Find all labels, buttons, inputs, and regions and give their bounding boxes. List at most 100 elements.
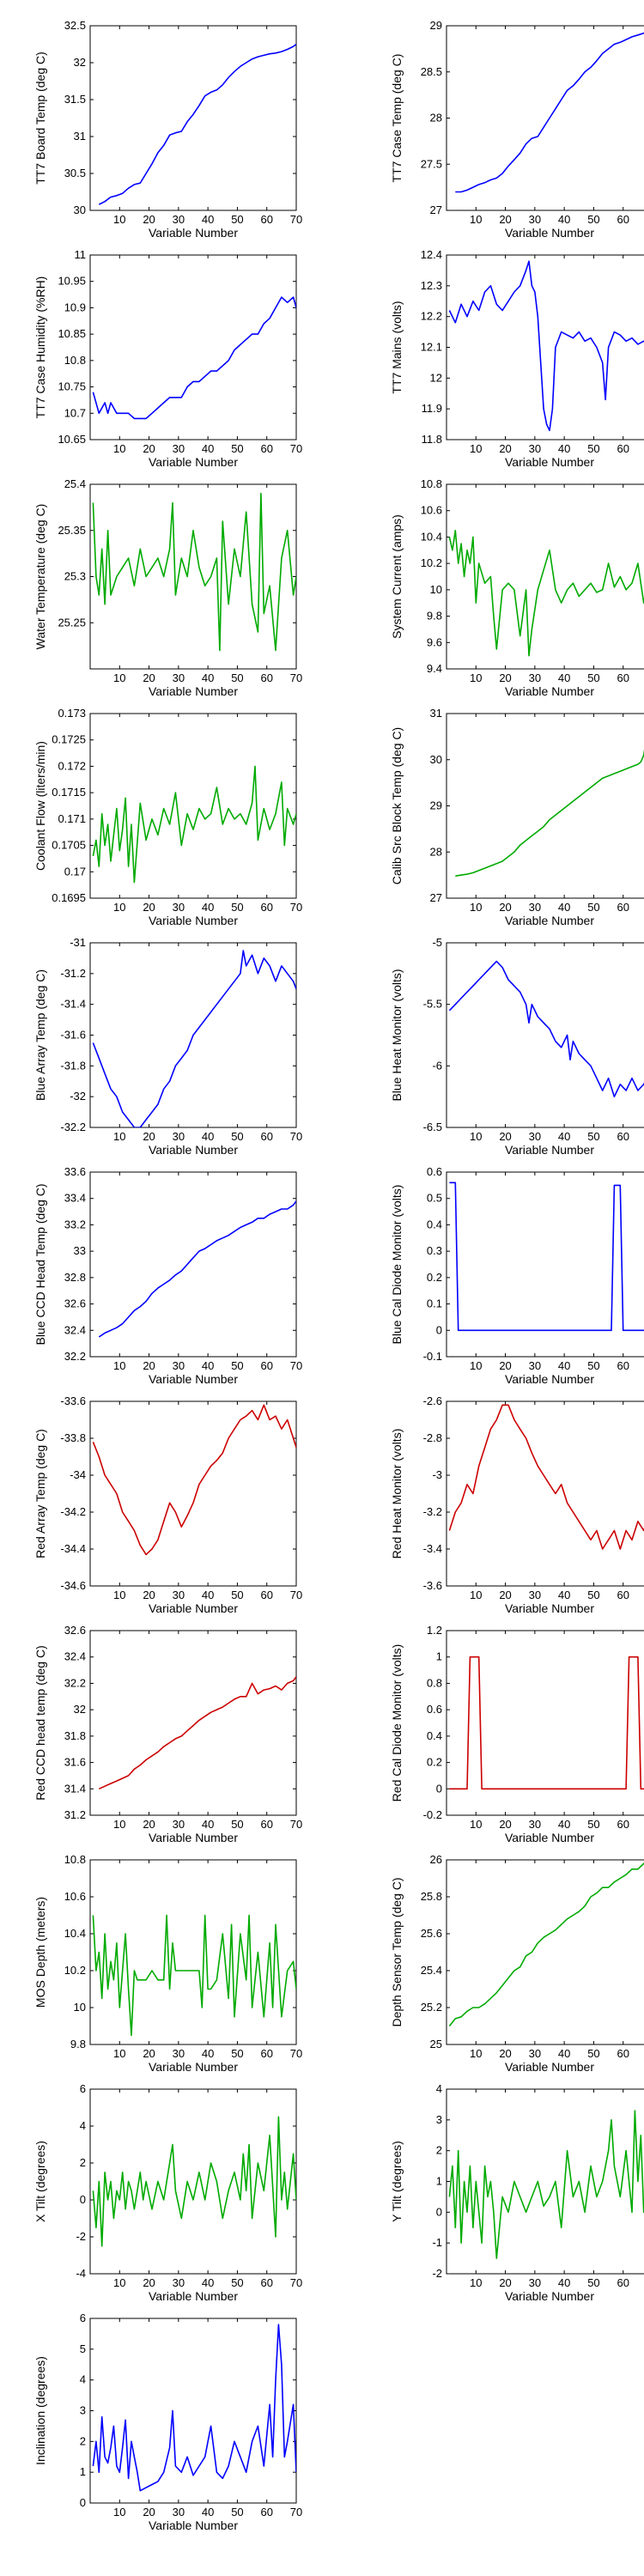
x-tick-label: 20 <box>499 1589 511 1601</box>
x-axis-label: Variable Number <box>505 914 594 927</box>
x-axis-label: Variable Number <box>505 1831 594 1844</box>
x-tick-label: 10 <box>470 901 482 914</box>
y-tick-label: -0.1 <box>423 1350 442 1363</box>
x-tick-label: 50 <box>587 2047 599 2060</box>
y-tick-label: -0.2 <box>423 1808 442 1821</box>
y-tick-label: -31 <box>70 936 86 949</box>
x-tick-label: 60 <box>617 2276 629 2289</box>
x-tick-label: 50 <box>587 1359 599 1372</box>
y-tick-label: -33.6 <box>60 1394 86 1407</box>
y-tick-label: -33.8 <box>60 1431 86 1444</box>
x-tick-label: 30 <box>173 2047 185 2060</box>
series-line <box>92 765 296 884</box>
x-tick-label: 10 <box>470 1359 482 1372</box>
y-tick-label: 25 <box>430 2038 442 2050</box>
y-tick-label: -34.2 <box>60 1505 86 1518</box>
y-tick-label: 3 <box>80 2404 86 2417</box>
x-tick-label: 50 <box>231 213 243 226</box>
y-tick-label: 10.2 <box>64 1964 86 1977</box>
x-tick-label: 40 <box>558 901 570 914</box>
y-axis-label: TT7 Case Humidity (%RH) <box>33 276 47 419</box>
chart-13: 10 20 30 40 50 60 70 -34.6 -34.4 -34.2 -34 -33.8 -33… <box>33 1394 302 1615</box>
x-axis-label: Variable Number <box>149 2289 238 2303</box>
x-tick-label: 60 <box>617 1818 629 1831</box>
y-tick-label: 30 <box>74 204 86 216</box>
plot-frame <box>446 942 644 1128</box>
x-tick-label: 20 <box>499 901 511 914</box>
chart-18: 102030405060702525.225.425.625.826Variab… <box>390 1853 644 2074</box>
x-tick-label: 30 <box>529 1130 541 1143</box>
x-axis-label: Variable Number <box>149 2060 238 2074</box>
y-tick-label: 25.4 <box>421 1964 442 1977</box>
plot-frame <box>446 713 644 899</box>
series-line <box>455 749 644 877</box>
x-tick-label: 60 <box>617 2047 629 2060</box>
y-tick-label: 0.4 <box>427 1218 442 1230</box>
y-axis-label: MOS Depth (meters) <box>33 1897 47 2008</box>
y-tick-label: 12.4 <box>421 248 442 261</box>
x-tick-label: 20 <box>143 901 155 914</box>
y-axis-label: Blue Heat Monitor (volts) <box>390 969 404 1101</box>
plot-frame <box>89 1630 297 1816</box>
x-tick-label: 30 <box>173 2276 185 2289</box>
y-tick-label: -5.5 <box>423 998 442 1011</box>
x-tick-label: 60 <box>260 442 272 455</box>
x-tick-label: 60 <box>617 442 629 455</box>
x-axis-label: Variable Number <box>505 1143 594 1157</box>
x-tick-label: 60 <box>260 2506 272 2518</box>
x-tick-label: 20 <box>143 1589 155 1601</box>
y-tick-label: 0 <box>80 2193 86 2206</box>
x-tick-label: 70 <box>290 2276 302 2289</box>
y-tick-label: 0.1695 <box>52 891 86 904</box>
y-tick-label: 33.6 <box>64 1165 86 1178</box>
y-tick-label: -2 <box>432 2267 442 2280</box>
x-tick-label: 10 <box>113 2276 125 2289</box>
x-tick-label: 20 <box>499 2047 511 2060</box>
x-tick-label: 30 <box>529 1589 541 1601</box>
y-tick-label: 0.1715 <box>52 786 86 799</box>
x-tick-label: 60 <box>617 1130 629 1143</box>
y-tick-label: 0 <box>80 2496 86 2509</box>
y-tick-label: 32.6 <box>64 1624 86 1637</box>
y-tick-label: 32.5 <box>64 19 86 32</box>
y-tick-label: -2 <box>76 2230 86 2243</box>
x-tick-label: 10 <box>113 1359 125 1372</box>
y-tick-label: 31 <box>430 707 442 720</box>
y-tick-label: 33.4 <box>64 1192 86 1205</box>
y-tick-label: -32.2 <box>60 1121 86 1133</box>
x-tick-label: 30 <box>529 442 541 455</box>
series-line <box>92 2324 296 2492</box>
chart-17: 10 20 30 40 50 60 70 9.8 10 10.2 10.4 10.6 10.8 Varia… <box>33 1853 302 2074</box>
x-tick-label: 60 <box>617 1589 629 1601</box>
chart-4: 1020304050607011.811.91212.112.212.312.4… <box>390 248 644 469</box>
x-tick-label: 40 <box>558 2276 570 2289</box>
x-tick-label: 40 <box>202 213 214 226</box>
plot-frame <box>89 1171 297 1358</box>
x-tick-label: 50 <box>231 442 243 455</box>
y-tick-label: 9.6 <box>427 635 442 648</box>
y-axis-label: System Current (amps) <box>390 514 404 639</box>
x-tick-label: 40 <box>558 213 570 226</box>
y-tick-label: 10 <box>74 2001 86 2014</box>
x-tick-label: 50 <box>587 213 599 226</box>
x-tick-label: 10 <box>113 1589 125 1601</box>
y-axis-label: Red Cal Diode Monitor (volts) <box>390 1644 404 1802</box>
y-tick-label: 31.8 <box>64 1729 86 1742</box>
y-axis-label: Calib Src Block Temp (deg C) <box>390 727 404 884</box>
x-tick-label: 50 <box>587 1130 599 1143</box>
x-tick-label: 20 <box>499 2276 511 2289</box>
y-tick-label: 0.2 <box>427 1271 442 1284</box>
y-axis-label: Blue Cal Diode Monitor (volts) <box>390 1185 404 1345</box>
y-tick-label: -34.4 <box>60 1542 86 1555</box>
series-line <box>448 2110 644 2259</box>
x-tick-label: 30 <box>529 213 541 226</box>
y-tick-label: 33 <box>74 1244 86 1257</box>
series-line <box>448 529 644 657</box>
y-tick-label: 12.2 <box>421 310 442 323</box>
y-tick-label: 30.5 <box>64 167 86 179</box>
y-tick-label: 32.4 <box>64 1650 86 1663</box>
x-tick-label: 50 <box>587 901 599 914</box>
y-tick-label: 11 <box>75 248 87 261</box>
x-tick-label: 60 <box>617 901 629 914</box>
